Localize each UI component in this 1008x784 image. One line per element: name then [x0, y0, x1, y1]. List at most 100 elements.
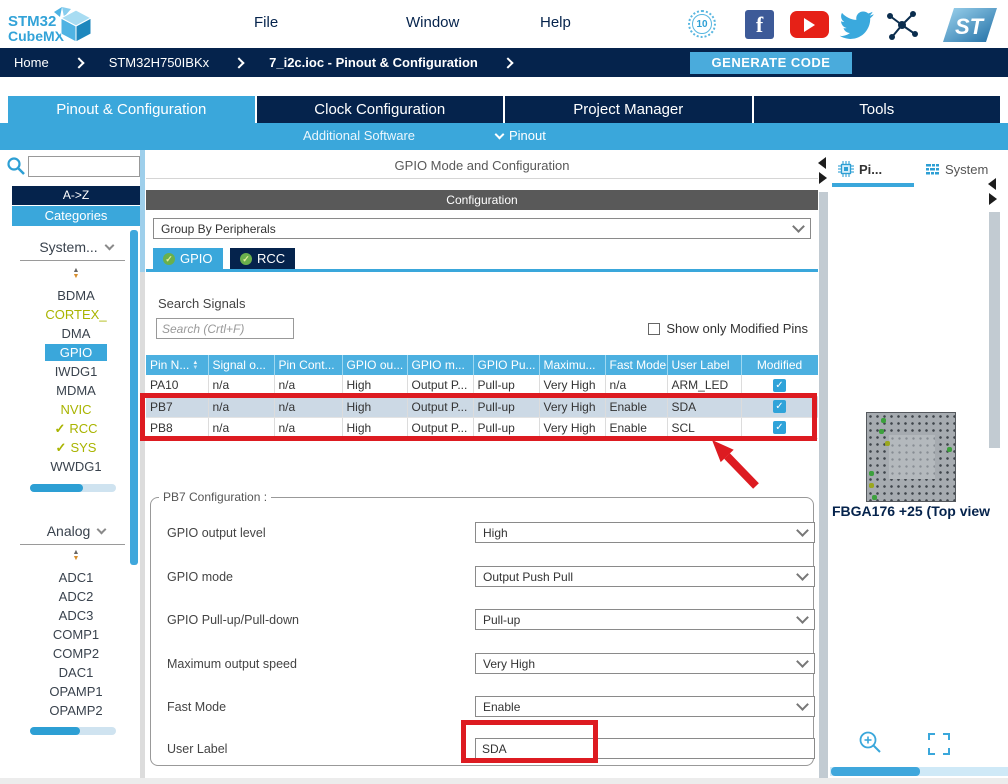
window-bottom-strip	[0, 778, 1008, 784]
gpio-output-level-select[interactable]: High	[475, 522, 815, 543]
main-vertical-scrollbar[interactable]	[819, 192, 828, 778]
menu-window[interactable]: Window	[406, 14, 460, 31]
col-signal[interactable]: Signal o...	[208, 355, 275, 375]
tab-pinout-configuration[interactable]: Pinout & Configuration	[8, 96, 255, 123]
sidebar-item-bdma[interactable]: BDMA	[57, 288, 95, 303]
menu-help[interactable]: Help	[540, 14, 571, 31]
additional-software-button[interactable]: Additional Software	[303, 128, 416, 143]
chevron-down-icon	[96, 524, 107, 534]
sidebar-item-adc2[interactable]: ADC2	[58, 589, 94, 604]
col-gpio-pull[interactable]: GPIO Pu...	[473, 355, 540, 375]
sidebar-item-wwdg1[interactable]: WWDG1	[50, 459, 102, 474]
system-core-section-header[interactable]: System...	[12, 236, 140, 258]
tab-tools[interactable]: Tools	[753, 96, 1000, 123]
zoom-in-icon[interactable]	[858, 730, 884, 756]
gpio-pull-select[interactable]: Pull-up	[475, 609, 815, 630]
tab-project-manager[interactable]: Project Manager	[505, 96, 752, 123]
peripheral-tab-gpio[interactable]: ✓ GPIO	[153, 248, 223, 269]
col-gpio-output[interactable]: GPIO ou...	[342, 355, 408, 375]
sidebar-item-rcc[interactable]: ✓ RCC	[54, 421, 98, 436]
tab-system-view[interactable]: System	[925, 158, 988, 180]
sidebar-item-comp2[interactable]: COMP2	[52, 646, 100, 661]
youtube-icon[interactable]	[790, 11, 829, 38]
table-row-pb8[interactable]: PB8 n/a n/a High Output P... Pull-up Ver…	[146, 417, 819, 439]
col-pin-context[interactable]: Pin Cont...	[274, 355, 343, 375]
tab-pinout-view[interactable]: Pi...	[838, 158, 882, 180]
col-gpio-mode[interactable]: GPIO m...	[407, 355, 474, 375]
modified-checkbox[interactable]: ✓	[773, 421, 786, 434]
svg-text:ST: ST	[955, 14, 985, 39]
app-logo-text: STM32	[8, 13, 57, 30]
sidebar-item-cortex[interactable]: CORTEX_	[45, 307, 107, 322]
community-network-icon[interactable]	[884, 7, 920, 43]
sidebar-item-adc1[interactable]: ADC1	[58, 570, 94, 585]
sidebar-item-iwdg1[interactable]: IWDG1	[54, 364, 98, 379]
signal-search-input[interactable]	[156, 318, 294, 339]
show-modified-checkbox[interactable]	[648, 322, 661, 335]
analog-section-header[interactable]: Analog	[12, 520, 140, 542]
menubar: STM32 CubeMX File Window Help 10 f ST	[0, 0, 1008, 48]
sidebar-item-comp1[interactable]: COMP1	[52, 627, 100, 642]
menu-file[interactable]: File	[254, 14, 279, 31]
gpio-mode-select[interactable]: Output Push Pull	[475, 566, 815, 587]
max-speed-select[interactable]: Very High	[475, 653, 815, 674]
breadcrumb-project[interactable]: 7_i2c.ioc - Pinout & Configuration	[269, 55, 478, 70]
user-label-input[interactable]	[475, 738, 815, 759]
gpio-pull-label: GPIO Pull-up/Pull-down	[167, 613, 300, 627]
best-fit-icon[interactable]	[928, 733, 950, 755]
sort-toggle-icon[interactable]: ▲ ▼	[72, 549, 80, 562]
sidebar-item-adc3[interactable]: ADC3	[58, 608, 94, 623]
breadcrumb-home[interactable]: Home	[14, 55, 49, 70]
app-logo-text2: CubeMX	[8, 28, 64, 44]
table-row-pa10[interactable]: PA10 n/a n/a High Output P... Pull-up Ve…	[146, 375, 819, 397]
categories-tab[interactable]: Categories	[12, 206, 140, 226]
sort-toggle-icon[interactable]: ▲ ▼	[72, 267, 80, 280]
peripheral-tab-rcc[interactable]: ✓ RCC	[230, 248, 296, 269]
col-max-speed[interactable]: Maximu...	[539, 355, 606, 375]
twitter-icon[interactable]	[838, 10, 876, 40]
sidebar-scrollbar[interactable]	[130, 230, 138, 565]
tab-underline	[832, 183, 914, 187]
sort-az-tab[interactable]: A->Z	[12, 186, 140, 205]
table-row-pb7[interactable]: PB7 n/a n/a High Output P... Pull-up Ver…	[146, 396, 819, 418]
sidebar-item-dac1[interactable]: DAC1	[58, 665, 94, 680]
chevron-right-icon	[233, 56, 245, 69]
sidebar-item-opamp1[interactable]: OPAMP1	[49, 684, 103, 699]
system-scroll-progress	[30, 484, 116, 492]
collapse-left-arrow-icon[interactable]	[818, 157, 826, 169]
modified-checkbox[interactable]: ✓	[773, 378, 786, 392]
tab-clock-configuration[interactable]: Clock Configuration	[256, 96, 503, 123]
col-pin-name[interactable]: Pin N... ▲ ▼	[146, 355, 209, 375]
sidebar-item-mdma[interactable]: MDMA	[56, 383, 96, 398]
modified-checkbox[interactable]: ✓	[773, 400, 786, 413]
fast-mode-select[interactable]: Enable	[475, 696, 815, 717]
sidebar-search-input[interactable]	[28, 156, 140, 177]
col-modified[interactable]: Modified	[741, 355, 819, 375]
panel-title: GPIO Mode and Configuration	[146, 153, 818, 179]
analog-peripheral-list: ADC1 ADC2 ADC3 COMP1 COMP2 DAC1 OPAMP1 O…	[12, 568, 140, 720]
facebook-icon[interactable]: f	[745, 10, 774, 39]
scrollbar-thumb[interactable]	[831, 767, 920, 776]
ten-years-badge-icon[interactable]: 10	[688, 10, 716, 38]
sidebar-item-nvic[interactable]: NVIC	[60, 402, 92, 417]
divider	[20, 260, 125, 261]
chevron-down-icon	[104, 240, 115, 250]
sidebar-item-gpio[interactable]: GPIO	[12, 343, 140, 362]
expand-right-arrow-icon[interactable]	[819, 172, 827, 184]
st-logo-icon[interactable]: ST	[940, 5, 1000, 45]
gpio-config-panel: GPIO Mode and Configuration Configuratio…	[146, 150, 819, 778]
col-user-label[interactable]: User Label	[667, 355, 742, 375]
scroll-left-arrow-icon[interactable]	[988, 178, 996, 190]
pinout-menu-button[interactable]: Pinout	[494, 128, 546, 143]
show-modified-label: Show only Modified Pins	[666, 321, 808, 336]
sidebar-item-sys[interactable]: ✓ SYS	[55, 440, 97, 455]
right-horizontal-scrollbar[interactable]	[830, 767, 1008, 776]
breadcrumb-mcu[interactable]: STM32H750IBKx	[108, 55, 210, 70]
group-by-select[interactable]: Group By Peripherals	[153, 218, 811, 239]
sidebar-item-dma[interactable]: DMA	[61, 326, 91, 341]
right-vertical-scrollbar[interactable]	[989, 212, 1000, 448]
scroll-right-arrow-icon[interactable]	[989, 193, 997, 205]
col-fast-mode[interactable]: Fast Mode	[605, 355, 668, 375]
generate-code-button[interactable]: GENERATE CODE	[690, 52, 852, 74]
sidebar-item-opamp2[interactable]: OPAMP2	[49, 703, 103, 718]
